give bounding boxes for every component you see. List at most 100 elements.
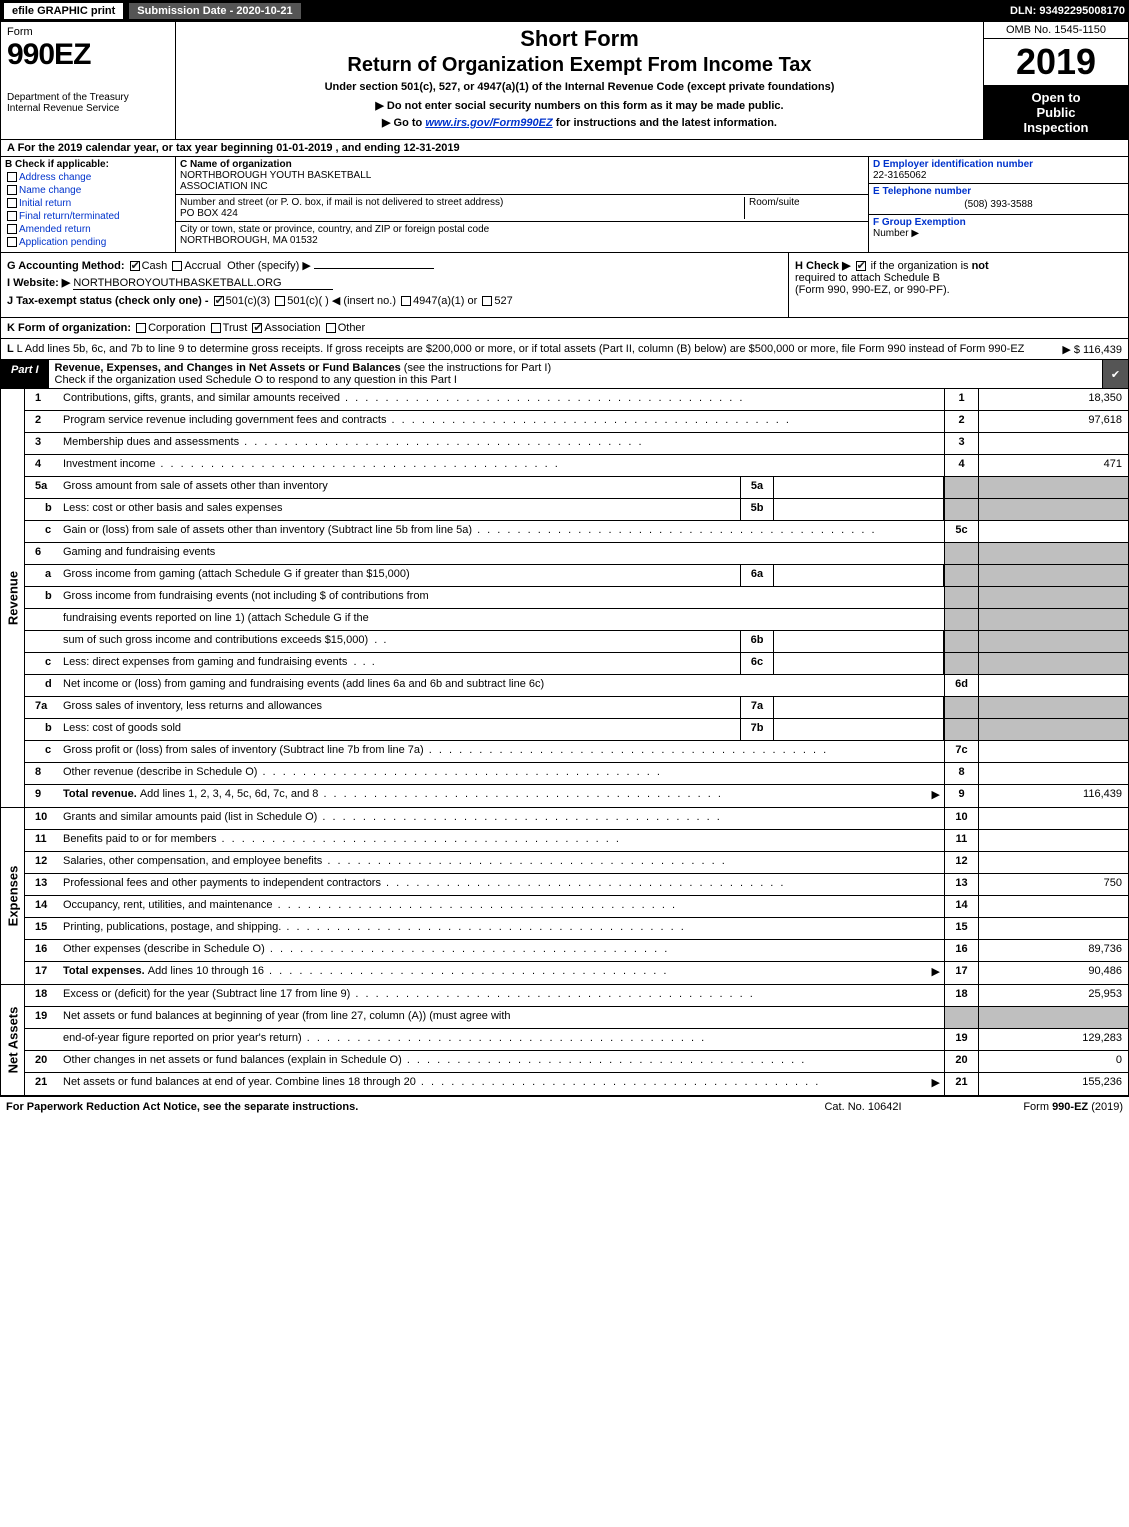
cb-name-change[interactable]: Name change [5,185,171,196]
addr-label: Number and street (or P. O. box, if mail… [180,197,503,208]
expenses-side-label: Expenses [1,808,25,984]
cb-other[interactable] [326,323,336,333]
box-b-title: B Check if applicable: [5,159,171,170]
cb-amended-return[interactable]: Amended return [5,224,171,235]
line-19-1: 19 Net assets or fund balances at beginn… [25,1007,1128,1029]
line-13: 13 Professional fees and other payments … [25,874,1128,896]
line-13-value: 750 [978,874,1128,895]
box-f: F Group Exemption Number ▶ [869,215,1128,241]
line-20: 20 Other changes in net assets or fund b… [25,1051,1128,1073]
box-c: C Name of organization NORTHBOROUGH YOUT… [176,157,868,252]
cb-address-change[interactable]: Address change [5,172,171,183]
part1-header: Part I Revenue, Expenses, and Changes in… [0,360,1129,389]
cb-cash[interactable] [130,261,140,271]
netassets-side-label: Net Assets [1,985,25,1095]
part1-label: Part I [1,360,49,388]
line-6: 6 Gaming and fundraising events [25,543,1128,565]
cb-final-return[interactable]: Final return/terminated [5,211,171,222]
tax-year: 2019 [984,39,1128,86]
row-g: G Accounting Method: Cash Accrual Other … [1,253,788,317]
line-11: 11 Benefits paid to or for members 11 [25,830,1128,852]
line-7b: b Less: cost of goods sold 7b [25,719,1128,741]
website-value[interactable]: NORTHBOROYOUTHBASKETBALL.ORG [73,277,333,290]
dln-text: DLN: 93492295008170 [1010,5,1125,17]
short-form-title: Short Form [184,26,975,52]
line-1-value: 18,350 [978,389,1128,410]
line-6b-value [774,631,944,652]
top-bar: efile GRAPHIC print Submission Date - 20… [0,0,1129,22]
line-5b-value [774,499,944,520]
cb-trust[interactable] [211,323,221,333]
dept-label: Department of the Treasury Internal Reve… [7,92,169,114]
line-6b-1: b Gross income from fundraising events (… [25,587,1128,609]
line-11-value [978,830,1128,851]
line-8: 8 Other revenue (describe in Schedule O)… [25,763,1128,785]
line-6d: d Net income or (loss) from gaming and f… [25,675,1128,697]
cb-501c[interactable] [275,296,285,306]
revenue-section: Revenue 1 Contributions, gifts, grants, … [0,389,1129,808]
cb-accrual[interactable] [172,261,182,271]
line-6c-value [774,653,944,674]
line-4: 4 Investment income 4 471 [25,455,1128,477]
line-2: 2 Program service revenue including gove… [25,411,1128,433]
line-16-value: 89,736 [978,940,1128,961]
line-5c: c Gain or (loss) from sale of assets oth… [25,521,1128,543]
row-gh: G Accounting Method: Cash Accrual Other … [0,253,1129,318]
line-3: 3 Membership dues and assessments 3 [25,433,1128,455]
line-10-value [978,808,1128,829]
irs-link[interactable]: www.irs.gov/Form990EZ [425,117,552,129]
gross-receipts-value: ▶ $ 116,439 [1062,343,1122,356]
cb-application-pending[interactable]: Application pending [5,237,171,248]
form-number: 990EZ [7,38,169,72]
row-l: L L Add lines 5b, 6c, and 7b to line 9 t… [0,339,1129,360]
cb-initial-return[interactable]: Initial return [5,198,171,209]
line-17: 17 Total expenses. Add lines 10 through … [25,962,1128,984]
footer-form-ref: Form 990-EZ (2019) [943,1101,1123,1113]
line-6b-3: sum of such gross income and contributio… [25,631,1128,653]
line-15: 15 Printing, publications, postage, and … [25,918,1128,940]
main-title: Return of Organization Exempt From Incom… [184,54,975,77]
line-6a: a Gross income from gaming (attach Sched… [25,565,1128,587]
line-8-value [978,763,1128,784]
line-6d-value [978,675,1128,696]
room-suite: Room/suite [744,197,864,219]
row-k: K Form of organization: Corporation Trus… [0,318,1129,339]
header-right: OMB No. 1545-1150 2019 Open to Public In… [983,22,1128,139]
box-b: B Check if applicable: Address change Na… [1,157,176,252]
line-5a: 5a Gross amount from sale of assets othe… [25,477,1128,499]
header-mid: Short Form Return of Organization Exempt… [176,22,983,139]
cb-association[interactable] [252,323,262,333]
expenses-section: Expenses 10 Grants and similar amounts p… [0,808,1129,985]
cb-501c3[interactable] [214,296,224,306]
submission-pill: Submission Date - 2020-10-21 [129,3,300,19]
line-14: 14 Occupancy, rent, utilities, and maint… [25,896,1128,918]
cb-527[interactable] [482,296,492,306]
footer-cat-no: Cat. No. 10642I [783,1101,943,1113]
line-19-value: 129,283 [978,1029,1128,1050]
line-9: 9 Total revenue. Add lines 1, 2, 3, 4, 5… [25,785,1128,807]
header-sub1: Under section 501(c), 527, or 4947(a)(1)… [184,81,975,93]
form-label: Form [7,26,169,38]
cb-schedule-b[interactable] [856,261,866,271]
part1-check[interactable]: ✔ [1102,360,1128,388]
phone-value: (508) 393-3588 [873,197,1124,212]
line-5b: b Less: cost or other basis and sales ex… [25,499,1128,521]
line-7a-value [774,697,944,718]
efile-pill[interactable]: efile GRAPHIC print [4,3,123,19]
line-19-2: end-of-year figure reported on prior yea… [25,1029,1128,1051]
part1-title: Revenue, Expenses, and Changes in Net As… [49,360,1102,388]
header-sub3: ▶ Go to www.irs.gov/Form990EZ for instru… [184,116,975,129]
line-6c: c Less: direct expenses from gaming and … [25,653,1128,675]
city-label: City or town, state or province, country… [180,224,489,235]
line-12-value [978,852,1128,873]
line-18: 18 Excess or (deficit) for the year (Sub… [25,985,1128,1007]
revenue-side-label: Revenue [1,389,25,807]
line-3-value [978,433,1128,454]
line-7b-value [774,719,944,740]
cb-4947[interactable] [401,296,411,306]
box-d: D Employer identification number 22-3165… [869,157,1128,184]
cb-corporation[interactable] [136,323,146,333]
org-info-block: B Check if applicable: Address change Na… [0,157,1129,253]
line-5c-value [978,521,1128,542]
netassets-section: Net Assets 18 Excess or (deficit) for th… [0,985,1129,1096]
